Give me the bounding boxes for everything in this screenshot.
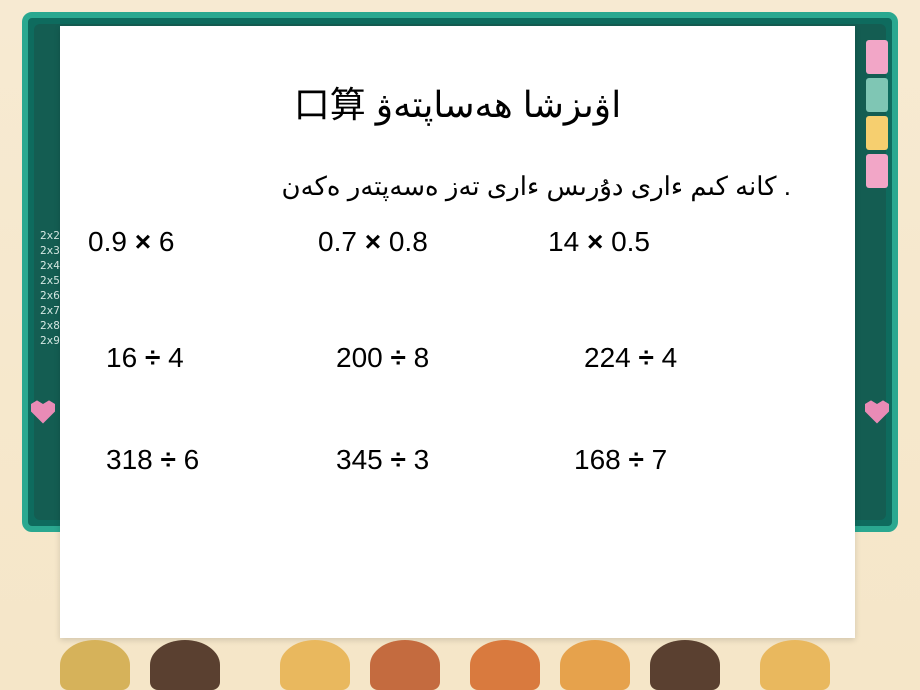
operator-divide: ÷ [391, 444, 406, 475]
cartoon-kid [650, 640, 720, 690]
problems-row-3: 318 ÷ 6 345 ÷ 3 168 ÷ 7 [96, 444, 855, 476]
problem-cell: 345 ÷ 3 [336, 444, 566, 476]
operator-divide: ÷ [639, 342, 654, 373]
operand: 345 [336, 444, 383, 475]
operand: 168 [574, 444, 621, 475]
operator-divide: ÷ [161, 444, 176, 475]
problem-cell: 0.9 × 6 [88, 226, 318, 258]
problems-row-2: 16 ÷ 4 200 ÷ 8 224 ÷ 4 [96, 342, 855, 374]
operator-divide: ÷ [629, 444, 644, 475]
cartoon-kid [60, 640, 130, 690]
operand: 16 [106, 342, 137, 373]
operand: 0.8 [389, 226, 428, 257]
operand: 3 [414, 444, 430, 475]
operand: 6 [159, 226, 175, 257]
operand: 6 [184, 444, 200, 475]
cartoon-kid [370, 640, 440, 690]
operator-multiply: × [135, 226, 151, 257]
problem-cell: 224 ÷ 4 [566, 342, 796, 374]
operator-divide: ÷ [145, 342, 160, 373]
operand: 4 [168, 342, 184, 373]
operand: 14 [548, 226, 579, 257]
operand: 7 [652, 444, 668, 475]
cartoon-kid [280, 640, 350, 690]
problem-cell: 16 ÷ 4 [106, 342, 336, 374]
decorative-tab [866, 154, 888, 188]
operator-multiply: × [365, 226, 381, 257]
cartoon-kid [150, 640, 220, 690]
problems-area: 0.9 × 6 0.7 × 0.8 14 × 0.5 16 ÷ [60, 226, 855, 476]
decorative-tabs [866, 40, 888, 192]
operand: 4 [662, 342, 678, 373]
slide-title: اۋىزشا ھەساپتەۋ 口算 [60, 76, 855, 128]
cartoon-kid [560, 640, 630, 690]
cartoon-kid [470, 640, 540, 690]
classroom-scene: 2x2=42x3=62x4=82x5=102x6=122x7=142x8=162… [0, 0, 920, 690]
operand: 318 [106, 444, 153, 475]
problems-row-1: 0.9 × 6 0.7 × 0.8 14 × 0.5 [88, 226, 855, 258]
cartoon-kid [760, 640, 830, 690]
problem-cell: 168 ÷ 7 [566, 444, 796, 476]
problem-cell: 200 ÷ 8 [336, 342, 566, 374]
operator-divide: ÷ [391, 342, 406, 373]
operand: 0.5 [611, 226, 650, 257]
operand: 8 [414, 342, 430, 373]
problem-cell: 0.7 × 0.8 [318, 226, 548, 258]
operand: 0.7 [318, 226, 357, 257]
decorative-tab [866, 40, 888, 74]
slide-subtitle: . كانە كىم ءارى دۇرىس ءارى تەز ەسەپتەر ە… [60, 168, 855, 204]
operand: 0.9 [88, 226, 127, 257]
operand: 200 [336, 342, 383, 373]
operand: 224 [584, 342, 631, 373]
operator-multiply: × [587, 226, 603, 257]
problem-cell: 14 × 0.5 [548, 226, 778, 258]
problem-cell: 318 ÷ 6 [106, 444, 336, 476]
decorative-tab [866, 116, 888, 150]
decorative-tab [866, 78, 888, 112]
slide-card: اۋىزشا ھەساپتەۋ 口算 . كانە كىم ءارى دۇرىس… [60, 26, 855, 638]
